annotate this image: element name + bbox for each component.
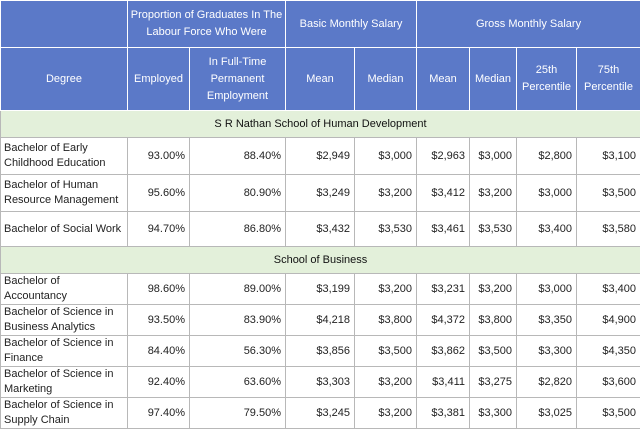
value-cell: $3,580: [577, 212, 640, 247]
value-cell: $3,200: [355, 175, 417, 212]
value-cell: $3,200: [355, 398, 417, 429]
value-cell: $3,856: [286, 336, 355, 367]
degree-cell: Bachelor of Human Resource Management: [1, 175, 128, 212]
value-cell: 95.60%: [128, 175, 190, 212]
value-cell: $3,350: [517, 305, 577, 336]
header-group-gross-salary: Gross Monthly Salary: [417, 1, 640, 48]
value-cell: $3,200: [355, 367, 417, 398]
value-cell: $3,461: [417, 212, 470, 247]
value-cell: $4,900: [577, 305, 640, 336]
value-cell: $3,200: [355, 274, 417, 305]
value-cell: 79.50%: [190, 398, 286, 429]
value-cell: $3,249: [286, 175, 355, 212]
value-cell: 80.90%: [190, 175, 286, 212]
value-cell: 88.40%: [190, 138, 286, 175]
degree-cell: Bachelor of Science in Finance: [1, 336, 128, 367]
value-cell: $3,500: [577, 175, 640, 212]
section-title: S R Nathan School of Human Development: [1, 111, 640, 138]
degree-cell: Bachelor of Science in Marketing: [1, 367, 128, 398]
value-cell: $3,000: [517, 274, 577, 305]
value-cell: 56.30%: [190, 336, 286, 367]
degree-cell: Bachelor of Science in Supply Chain: [1, 398, 128, 429]
value-cell: $3,530: [470, 212, 517, 247]
value-cell: $3,245: [286, 398, 355, 429]
value-cell: 63.60%: [190, 367, 286, 398]
value-cell: $3,025: [517, 398, 577, 429]
degree-cell: Bachelor of Early Childhood Education: [1, 138, 128, 175]
value-cell: $3,412: [417, 175, 470, 212]
value-cell: 86.80%: [190, 212, 286, 247]
value-cell: $3,275: [470, 367, 517, 398]
value-cell: 98.60%: [128, 274, 190, 305]
value-cell: $3,200: [470, 175, 517, 212]
col-header-employed: Employed: [128, 48, 190, 111]
value-cell: 94.70%: [128, 212, 190, 247]
value-cell: $3,500: [470, 336, 517, 367]
value-cell: $3,600: [577, 367, 640, 398]
degree-cell: Bachelor of Social Work: [1, 212, 128, 247]
value-cell: 92.40%: [128, 367, 190, 398]
value-cell: $3,199: [286, 274, 355, 305]
value-cell: $3,300: [470, 398, 517, 429]
value-cell: $3,411: [417, 367, 470, 398]
value-cell: $3,000: [517, 175, 577, 212]
value-cell: $3,800: [470, 305, 517, 336]
col-header-degree: Degree: [1, 48, 128, 111]
value-cell: $4,218: [286, 305, 355, 336]
col-header-gross-median: Median: [470, 48, 517, 111]
value-cell: $3,530: [355, 212, 417, 247]
value-cell: 93.00%: [128, 138, 190, 175]
section-title: School of Business: [1, 247, 640, 274]
value-cell: 83.90%: [190, 305, 286, 336]
value-cell: $3,500: [355, 336, 417, 367]
value-cell: $3,100: [577, 138, 640, 175]
value-cell: $3,800: [355, 305, 417, 336]
header-blank: [1, 1, 128, 48]
value-cell: $3,200: [470, 274, 517, 305]
col-header-basic-mean: Mean: [286, 48, 355, 111]
value-cell: 89.00%: [190, 274, 286, 305]
value-cell: $2,820: [517, 367, 577, 398]
value-cell: $2,949: [286, 138, 355, 175]
value-cell: $2,963: [417, 138, 470, 175]
value-cell: $3,432: [286, 212, 355, 247]
value-cell: $3,862: [417, 336, 470, 367]
value-cell: $3,400: [577, 274, 640, 305]
value-cell: $3,000: [470, 138, 517, 175]
value-cell: $3,381: [417, 398, 470, 429]
header-group-proportion: Proportion of Graduates In The Labour Fo…: [128, 1, 286, 48]
value-cell: $4,372: [417, 305, 470, 336]
col-header-basic-median: Median: [355, 48, 417, 111]
value-cell: 97.40%: [128, 398, 190, 429]
degree-cell: Bachelor of Science in Business Analytic…: [1, 305, 128, 336]
col-header-full-time: In Full-Time Permanent Employment: [190, 48, 286, 111]
degree-cell: Bachelor of Accountancy: [1, 274, 128, 305]
col-header-75th: 75th Percentile: [577, 48, 640, 111]
value-cell: $2,800: [517, 138, 577, 175]
value-cell: 93.50%: [128, 305, 190, 336]
value-cell: $3,000: [355, 138, 417, 175]
col-header-25th: 25th Percentile: [517, 48, 577, 111]
value-cell: $3,300: [517, 336, 577, 367]
value-cell: $3,500: [577, 398, 640, 429]
value-cell: $3,231: [417, 274, 470, 305]
value-cell: 84.40%: [128, 336, 190, 367]
value-cell: $4,350: [577, 336, 640, 367]
value-cell: $3,303: [286, 367, 355, 398]
col-header-gross-mean: Mean: [417, 48, 470, 111]
value-cell: $3,400: [517, 212, 577, 247]
header-group-basic-salary: Basic Monthly Salary: [286, 1, 417, 48]
